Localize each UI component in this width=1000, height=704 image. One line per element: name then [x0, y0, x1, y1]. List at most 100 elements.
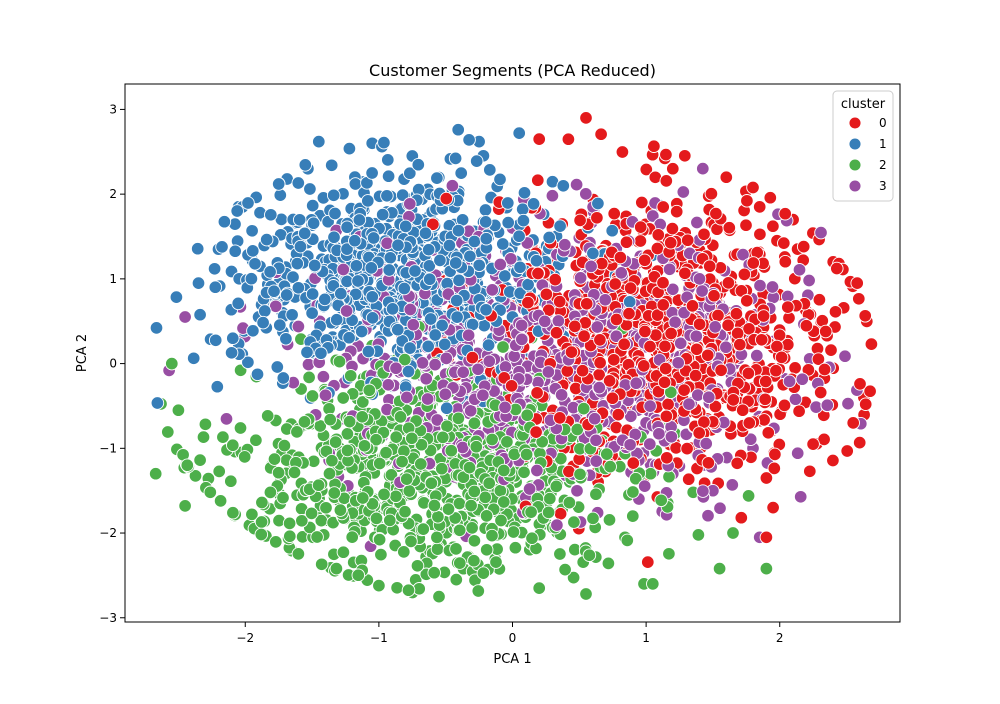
data-point-cluster-0 [549, 325, 564, 340]
data-point-cluster-0 [623, 281, 638, 295]
data-point-cluster-0 [593, 355, 607, 370]
data-point-cluster-2 [496, 340, 510, 354]
data-point-cluster-0 [692, 426, 706, 440]
data-point-cluster-2 [398, 504, 412, 519]
data-point-cluster-2 [245, 507, 259, 522]
data-point-cluster-0 [828, 305, 843, 319]
data-point-cluster-3 [696, 161, 710, 176]
data-point-cluster-2 [297, 415, 312, 429]
data-point-cluster-0 [697, 227, 711, 242]
data-point-cluster-0 [605, 391, 620, 405]
data-point-cluster-1 [224, 346, 239, 360]
data-point-cluster-0 [663, 235, 678, 250]
data-point-cluster-0 [552, 294, 567, 309]
x-tick-label: −1 [370, 631, 388, 645]
data-point-cluster-1 [422, 259, 437, 273]
legend-box [832, 90, 894, 202]
data-point-cluster-0 [639, 162, 654, 177]
data-point-cluster-1 [228, 244, 242, 258]
data-point-cluster-0 [858, 309, 872, 323]
data-point-cluster-1 [401, 364, 416, 379]
y-tick-label: −2 [99, 526, 117, 540]
data-point-cluster-2 [356, 491, 370, 505]
x-tick-label: −2 [236, 631, 254, 645]
data-point-cluster-0 [685, 299, 700, 313]
data-point-cluster-1 [472, 258, 486, 273]
data-point-cluster-1 [318, 292, 332, 307]
data-point-cluster-1 [411, 157, 426, 172]
data-point-cluster-2 [586, 511, 600, 526]
data-point-cluster-2 [479, 509, 494, 523]
data-point-cluster-2 [277, 438, 292, 453]
y-tick-label: 0 [109, 357, 117, 371]
data-point-cluster-0 [680, 441, 694, 456]
data-point-cluster-0 [778, 206, 792, 221]
data-point-cluster-2 [401, 583, 416, 597]
data-point-cluster-2 [691, 528, 706, 542]
data-point-cluster-0 [721, 276, 736, 290]
legend-marker-0 [848, 116, 862, 130]
data-point-cluster-2 [453, 556, 467, 570]
data-point-cluster-1 [498, 269, 512, 283]
data-point-cluster-3 [219, 412, 234, 426]
data-point-cluster-2 [402, 484, 417, 498]
data-point-cluster-1 [230, 204, 244, 218]
data-point-cluster-0 [669, 204, 684, 219]
data-point-cluster-0 [864, 337, 879, 351]
data-point-cluster-3 [476, 388, 490, 402]
data-point-cluster-0 [735, 403, 750, 417]
data-point-cluster-1 [422, 272, 437, 286]
data-point-cluster-2 [283, 529, 297, 543]
data-point-cluster-0 [593, 333, 607, 347]
data-point-cluster-1 [293, 239, 308, 254]
data-point-cluster-1 [501, 215, 515, 230]
data-point-cluster-3 [589, 454, 603, 468]
data-point-cluster-3 [666, 282, 680, 297]
data-point-cluster-1 [334, 286, 348, 301]
data-point-cluster-2 [436, 430, 450, 445]
data-point-cluster-3 [802, 273, 816, 288]
data-point-cluster-0 [635, 195, 649, 210]
data-point-cluster-2 [485, 528, 499, 543]
data-point-cluster-3 [623, 438, 637, 452]
data-point-cluster-3 [814, 225, 828, 240]
data-point-cluster-1 [605, 223, 619, 238]
data-point-cluster-1 [297, 226, 312, 241]
data-point-cluster-2 [543, 491, 557, 506]
data-point-cluster-2 [365, 497, 380, 511]
data-point-cluster-3 [793, 490, 808, 504]
data-point-cluster-3 [790, 446, 805, 460]
data-point-cluster-2 [497, 495, 511, 509]
data-point-cluster-1 [290, 256, 305, 271]
data-point-cluster-0 [767, 461, 782, 476]
data-point-cluster-3 [590, 320, 605, 334]
data-point-cluster-2 [355, 410, 369, 424]
data-point-cluster-2 [180, 458, 195, 472]
data-point-cluster-2 [558, 562, 572, 577]
data-point-cluster-2 [467, 416, 482, 430]
data-point-cluster-2 [404, 534, 418, 549]
data-point-cluster-1 [241, 196, 255, 210]
data-point-cluster-0 [637, 253, 652, 268]
data-point-cluster-2 [336, 391, 350, 405]
data-point-cluster-3 [514, 318, 529, 333]
x-axis: −2 −1 0 1 2 [236, 622, 784, 645]
data-point-cluster-2 [573, 467, 587, 482]
data-point-cluster-2 [287, 465, 302, 480]
data-point-cluster-1 [264, 208, 278, 222]
data-point-cluster-3 [691, 388, 705, 402]
data-point-cluster-0 [753, 227, 767, 242]
data-point-cluster-0 [729, 306, 744, 321]
data-point-cluster-2 [399, 472, 414, 486]
data-point-cluster-0 [521, 295, 535, 310]
data-point-cluster-3 [750, 348, 764, 363]
data-point-cluster-2 [322, 466, 337, 481]
data-point-cluster-2 [351, 568, 366, 582]
data-point-cluster-2 [328, 435, 343, 449]
data-point-cluster-2 [576, 401, 591, 416]
data-point-cluster-3 [419, 372, 433, 386]
data-point-cluster-0 [657, 375, 672, 390]
data-point-cluster-2 [269, 535, 283, 549]
data-point-cluster-3 [463, 404, 478, 418]
data-point-cluster-0 [853, 377, 867, 391]
